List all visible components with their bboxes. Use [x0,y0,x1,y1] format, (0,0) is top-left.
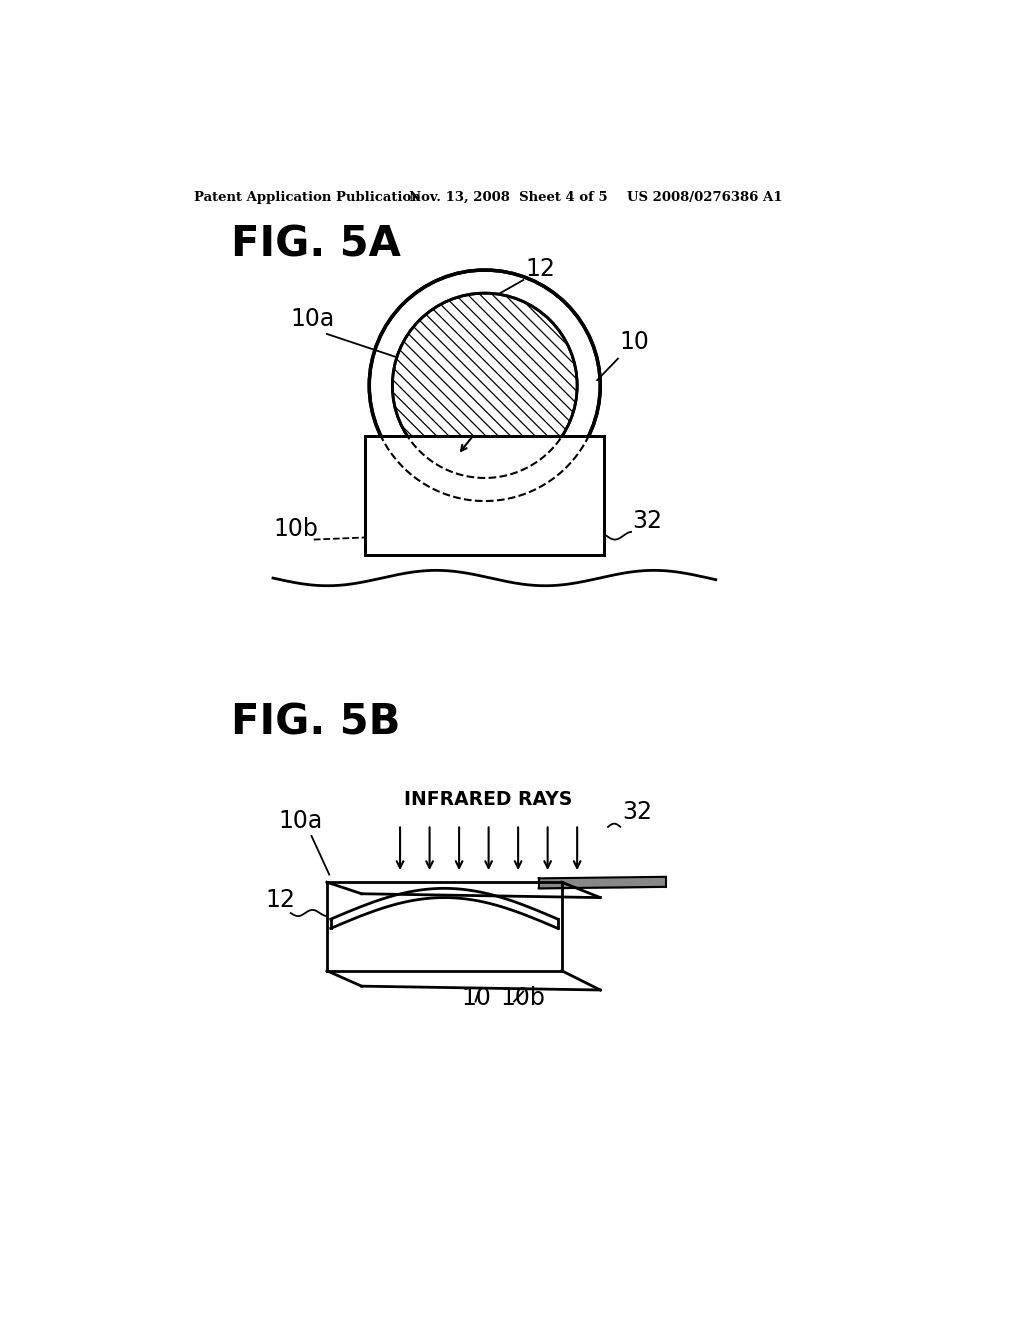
Text: Patent Application Publication: Patent Application Publication [194,191,421,203]
Text: FIG. 5B: FIG. 5B [230,701,400,743]
Text: INFRARED RAYS: INFRARED RAYS [403,791,572,809]
Text: FIG. 5A: FIG. 5A [230,224,400,265]
Bar [366,436,604,554]
Text: 32: 32 [633,510,663,533]
Text: 32: 32 [622,800,652,824]
Circle shape [392,293,578,478]
Text: 12: 12 [525,257,555,281]
Text: 10b: 10b [500,986,545,1010]
Text: 10: 10 [462,986,492,1010]
Text: 12: 12 [265,888,295,912]
Text: 10a: 10a [291,308,335,331]
Text: 10b: 10b [273,516,317,541]
Bar [366,436,604,554]
Bar [366,436,604,554]
Text: Nov. 13, 2008  Sheet 4 of 5: Nov. 13, 2008 Sheet 4 of 5 [410,191,608,203]
Text: US 2008/0276386 A1: US 2008/0276386 A1 [628,191,782,203]
Text: 10a: 10a [279,809,323,833]
Text: 10: 10 [620,330,649,354]
